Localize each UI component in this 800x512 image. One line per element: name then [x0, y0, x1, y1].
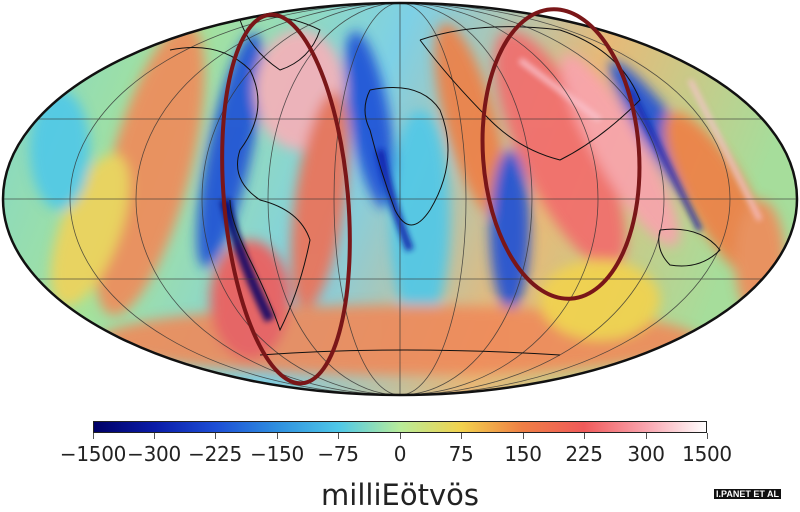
colorbar-tick-label: 225 [565, 442, 603, 466]
colorbar-tick [338, 433, 339, 439]
colorbar-tick-label: 150 [504, 442, 542, 466]
map-border [1, 1, 799, 397]
graticule [3, 3, 797, 395]
colorbar-tick-label: −1500 [59, 442, 127, 466]
colorbar-tick-label: 1500 [682, 442, 732, 466]
colorbar-tick-label: −225 [188, 442, 242, 466]
colorbar-tick-label: −75 [317, 442, 359, 466]
colorbar-tick [154, 433, 155, 439]
colorbar-gradient [93, 421, 707, 433]
colorbar-tick [707, 433, 708, 439]
colorbar-tick [277, 433, 278, 439]
colorbar-tick [523, 433, 524, 439]
highlight-ellipse-americas [220, 12, 352, 386]
colorbar-tick [93, 433, 94, 439]
colorbar-unit-label: milliEötvös [321, 478, 479, 512]
colorbar-tick-label: −300 [127, 442, 181, 466]
colorbar-tick [400, 433, 401, 439]
colorbar-tick [646, 433, 647, 439]
world-gravity-map [1, 1, 799, 397]
colorbar-tick-label: 0 [393, 442, 407, 466]
map-field [3, 3, 797, 395]
image-credit: I.PANET ET AL [714, 489, 781, 499]
colorbar-tick [215, 433, 216, 439]
colorbar-tick-label: 75 [448, 442, 474, 466]
colorbar-tick-label: −150 [250, 442, 304, 466]
colorbar-tick [461, 433, 462, 439]
highlight-ellipse-asia [480, 7, 642, 301]
colorbar-tick [584, 433, 585, 439]
colorbar-tick-label: 300 [627, 442, 665, 466]
colorbar [93, 421, 708, 439]
coastlines [169, 16, 721, 356]
